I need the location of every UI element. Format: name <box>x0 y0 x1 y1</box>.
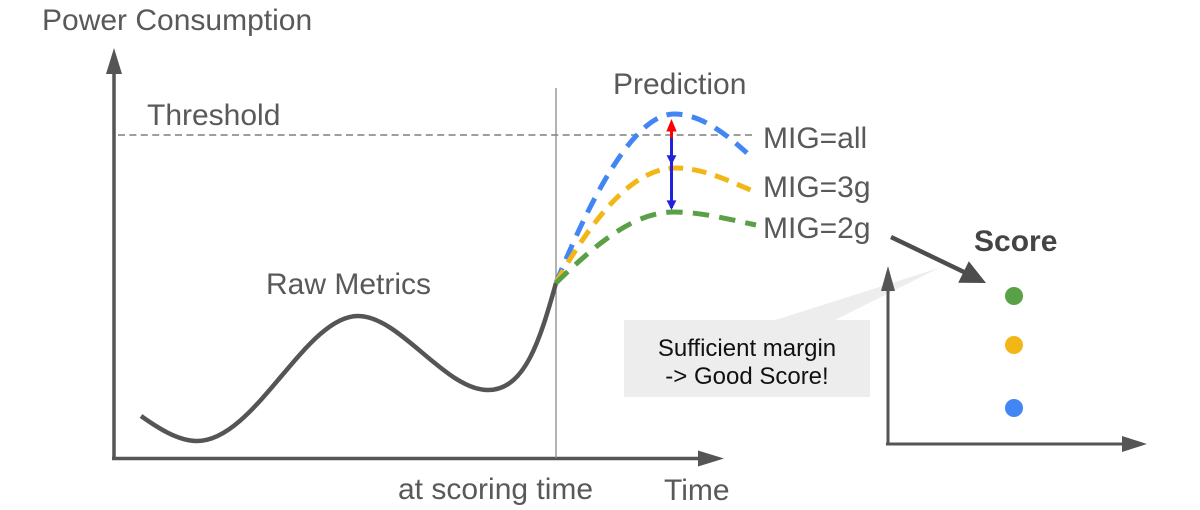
svg-text:Raw Metrics: Raw Metrics <box>266 268 431 301</box>
svg-text:Threshold: Threshold <box>147 99 280 132</box>
svg-text:Prediction: Prediction <box>613 68 746 101</box>
svg-text:Sufficient margin: Sufficient margin <box>658 335 836 362</box>
svg-text:MIG=2g: MIG=2g <box>763 212 871 245</box>
svg-text:Score: Score <box>974 225 1057 258</box>
svg-text:Power Consumption: Power Consumption <box>42 4 312 37</box>
svg-text:-> Good Score!: -> Good Score! <box>665 363 828 390</box>
svg-text:Time: Time <box>664 474 730 507</box>
svg-text:MIG=3g: MIG=3g <box>763 171 871 204</box>
svg-text:MIG=all: MIG=all <box>763 122 867 155</box>
svg-text:at scoring time: at scoring time <box>398 473 593 506</box>
